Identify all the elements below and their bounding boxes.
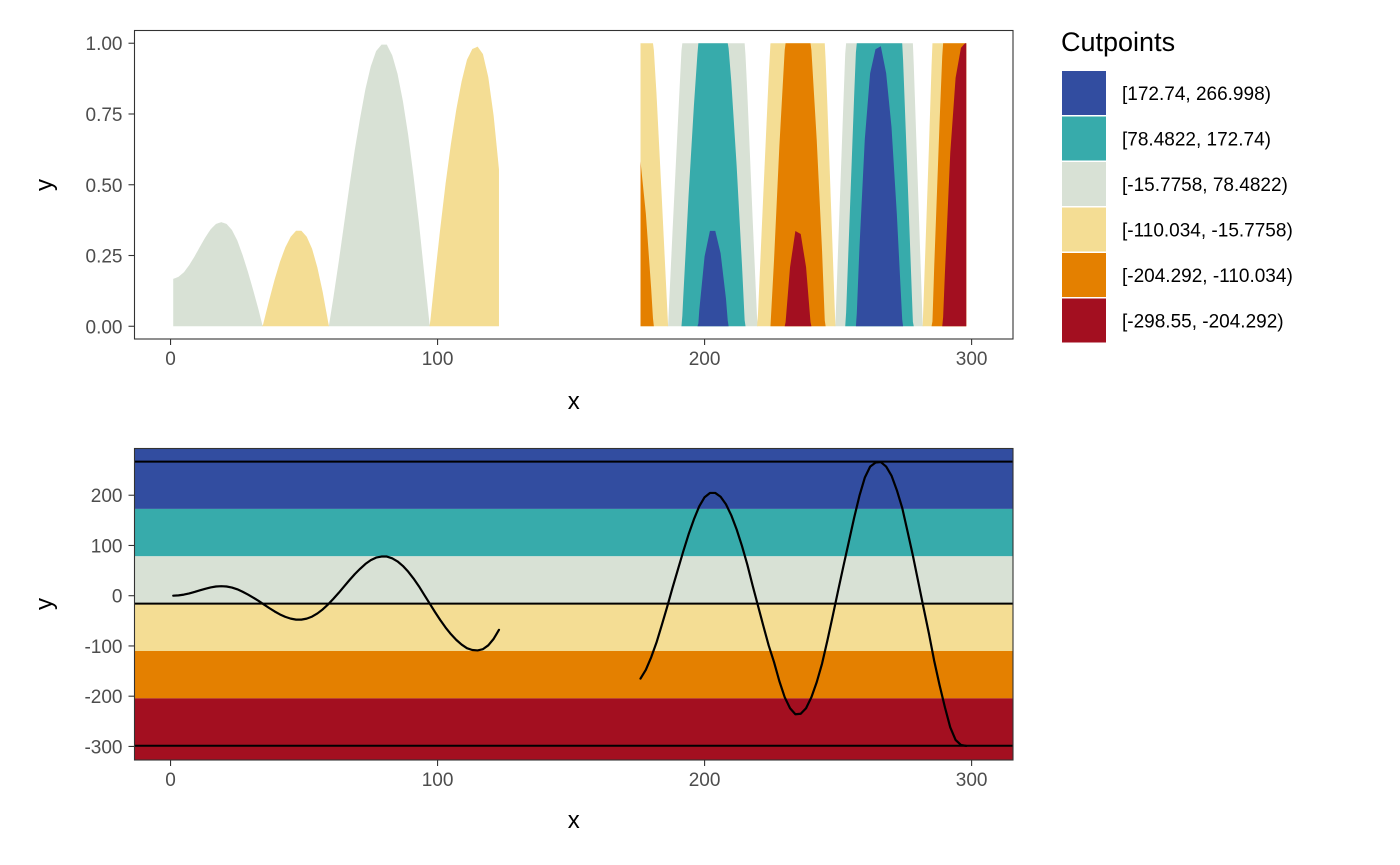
legend-key [1062, 162, 1106, 206]
bottom-y-axis-label: y [31, 598, 58, 610]
x-tick-label: 200 [689, 770, 721, 791]
legend-label: [78.4822, 172.74) [1122, 130, 1271, 151]
top-y-axis-label: y [31, 179, 58, 191]
x-tick-label: 0 [165, 349, 176, 370]
y-tick-label: 0 [112, 587, 123, 608]
y-tick-label: 0.00 [86, 317, 123, 338]
series-lines [172, 460, 968, 748]
legend-items: [172.74, 266.998) [78.4822, 172.74) [-15.7… [1062, 71, 1293, 343]
x-tick-label: 100 [422, 770, 454, 791]
horizon-area-band--2-segment-2 [640, 43, 967, 327]
y-tick-label: -200 [84, 687, 122, 708]
horizon-area-band--1-segment-1 [173, 46, 499, 327]
y-tick-label: -100 [84, 637, 122, 658]
legend-key [1062, 116, 1106, 161]
bottom-x-axis-label: x [568, 807, 580, 834]
legend-label: [-15.7758, 78.4822) [1122, 175, 1288, 196]
legend-label: [172.74, 266.998) [1122, 84, 1271, 105]
cutpoint-band [134, 650, 1013, 699]
x-tick-label: 200 [689, 349, 721, 370]
bottom-panel-border [133, 447, 1014, 761]
y-tick-label: 1.00 [86, 34, 123, 55]
top-x-axis-label: x [568, 388, 580, 415]
bottom-x-axis: 0 100 200 300 [165, 760, 987, 791]
legend-label: [-110.034, -15.7758) [1122, 221, 1293, 242]
legend-key [1062, 298, 1106, 343]
cutpoint-band [134, 603, 1013, 651]
horizon-area-band--3-segment-2 [640, 43, 967, 327]
y-tick-label: -300 [84, 737, 122, 758]
cutpoint-lines [134, 460, 1013, 747]
series-line-2 [639, 460, 968, 748]
x-tick-label: 300 [956, 770, 988, 791]
cutpoint-bands [134, 448, 1013, 760]
y-tick-label: 0.50 [86, 176, 123, 197]
series-line-1 [172, 555, 501, 652]
legend: Cutpoints [172.74, 266.998) [78.4822, 172… [1061, 27, 1293, 343]
x-tick-label: 300 [956, 349, 988, 370]
legend-key [1062, 207, 1106, 252]
legend-key [1062, 253, 1106, 297]
y-tick-label: 0.25 [86, 247, 123, 268]
legend-label: [-298.55, -204.292) [1122, 312, 1284, 333]
y-tick-label: 0.75 [86, 105, 123, 126]
top-x-axis: 0 100 200 300 [165, 339, 987, 370]
top-y-axis: 0.00 0.25 0.50 0.75 1.00 [86, 34, 135, 338]
legend-label: [-204.292, -110.034) [1122, 266, 1293, 287]
cutpoint-band [134, 508, 1013, 557]
x-tick-label: 0 [165, 770, 176, 791]
legend-key [1062, 71, 1106, 115]
x-tick-label: 100 [422, 349, 454, 370]
cutpoint-band [134, 448, 1013, 509]
horizon-area-band-2-segment-2 [640, 46, 967, 327]
horizon-areas [173, 43, 967, 327]
y-tick-label: 200 [91, 486, 123, 507]
y-tick-label: 100 [91, 536, 123, 557]
cutpoint-band [134, 556, 1013, 604]
horizon-area-band-0-segment-1 [173, 44, 499, 327]
legend-title: Cutpoints [1061, 27, 1175, 57]
top-panel: 0 100 200 300 0.00 0.25 0.50 0.75 1.00 x y [31, 29, 1014, 415]
bottom-panel: 0 100 200 300 -300 -200 -100 0 100 200 x y [31, 447, 1014, 834]
bottom-y-axis: -300 -200 -100 0 100 200 [84, 486, 135, 758]
cutpoint-band [134, 698, 1013, 760]
